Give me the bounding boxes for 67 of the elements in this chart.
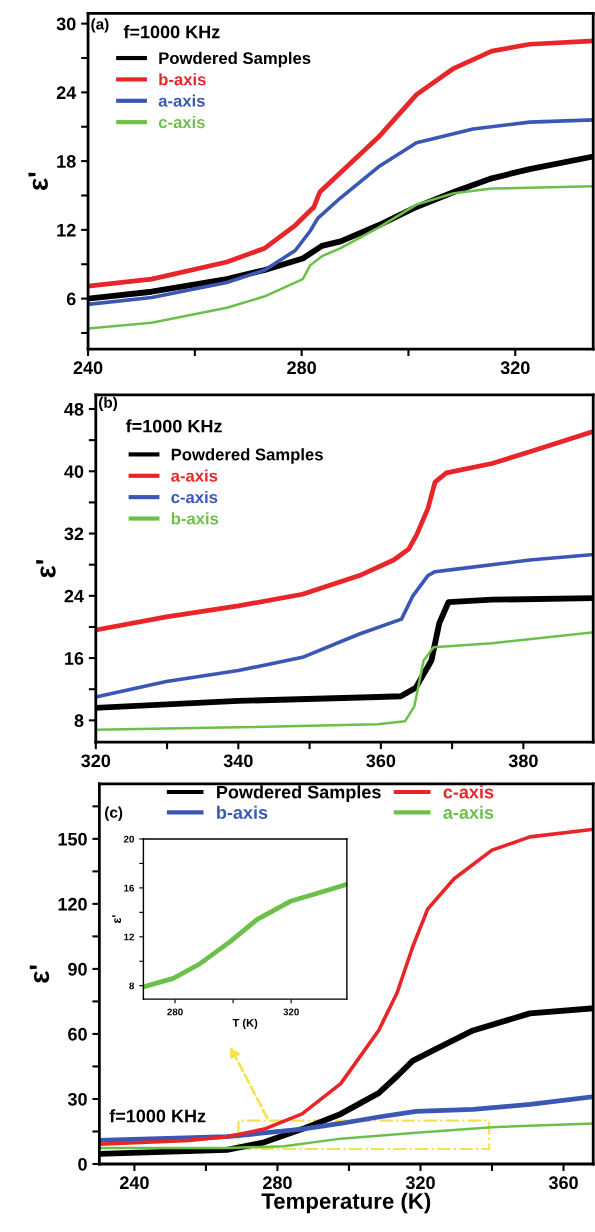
legend-label: b-axis <box>159 73 206 86</box>
y-tick-label: 40 <box>64 465 84 478</box>
annotation: (b) <box>99 396 118 411</box>
line-series <box>95 552 594 699</box>
x-tick-label: 280 <box>287 361 316 375</box>
legend-label: c-axis <box>158 115 205 129</box>
x-tick-label: 340 <box>223 754 253 768</box>
legend-label: Powdered Samples <box>159 51 311 68</box>
x-tick-label: 360 <box>548 1176 578 1190</box>
y-tick-label: 120 <box>58 897 87 911</box>
line-series <box>99 1122 594 1150</box>
annotation: f=1000 KHz <box>125 419 222 433</box>
x-axis-title: Temperature (K) <box>261 1192 431 1214</box>
annotation: f=1000 KHz <box>123 25 220 39</box>
line-series <box>88 185 594 330</box>
x-tick-label: 360 <box>366 754 396 768</box>
y-tick-label: 32 <box>64 527 84 541</box>
legend-label: b-axis <box>217 805 268 819</box>
x-tick-label: 240 <box>119 1176 149 1190</box>
legend-label: a-axis <box>443 805 494 819</box>
y-tick-label: 18 <box>57 155 76 168</box>
y-axis-title: ε' <box>36 560 56 578</box>
y-tick-label: 8 <box>74 714 84 728</box>
y-tick-label: 30 <box>67 1092 87 1106</box>
y-tick-label: 30 <box>56 17 76 31</box>
y-tick-label: 8 <box>129 982 135 990</box>
y-tick-label: 24 <box>64 589 84 603</box>
y-tick-label: 12 <box>124 933 134 941</box>
y-axis-title: ε' <box>28 172 48 191</box>
x-tick-label: 320 <box>283 1008 299 1016</box>
legend-label: Powdered Samples <box>171 448 323 464</box>
y-tick-label: 6 <box>66 292 76 306</box>
legend-label: c-axis <box>443 785 494 799</box>
x-tick-label: 380 <box>508 754 538 768</box>
annotation: (c) <box>105 806 123 821</box>
y-tick-label: 150 <box>58 832 87 846</box>
line-series <box>95 631 594 731</box>
line-series <box>88 118 594 307</box>
y-axis-title: ε' <box>112 915 122 924</box>
x-tick-label: 320 <box>405 1176 435 1190</box>
x-tick-label: 320 <box>500 361 530 375</box>
line-series <box>88 38 594 289</box>
line-series <box>143 881 347 990</box>
y-tick-label: 90 <box>68 962 87 976</box>
y-tick-label: 12 <box>57 223 76 237</box>
y-tick-label: 16 <box>124 884 135 892</box>
line-series <box>99 1094 594 1143</box>
y-tick-label: 60 <box>68 1027 87 1041</box>
x-tick-label: 320 <box>81 754 111 768</box>
legend-label: a-axis <box>158 94 205 107</box>
y-tick-label: 20 <box>123 835 134 843</box>
x-tick-label: 280 <box>263 1176 292 1190</box>
x-tick-label: 240 <box>73 361 103 375</box>
y-tick-label: 24 <box>56 86 77 99</box>
legend-label: b-axis <box>171 512 219 525</box>
x-tick-label: 280 <box>167 1008 183 1016</box>
legend-label: Powdered Samples <box>217 785 381 803</box>
y-tick-label: 16 <box>65 652 84 665</box>
annotation: f=1000 KHz <box>109 1109 206 1123</box>
y-tick-label: 48 <box>64 402 84 416</box>
y-tick-label: 0 <box>78 1157 87 1171</box>
legend-label: c-axis <box>171 490 218 504</box>
y-axis-title: ε' <box>29 965 50 983</box>
legend-label: a-axis <box>171 469 218 482</box>
line-series <box>99 827 594 1147</box>
x-axis-title: T (K) <box>232 1018 258 1029</box>
annotation: (a) <box>91 18 109 33</box>
